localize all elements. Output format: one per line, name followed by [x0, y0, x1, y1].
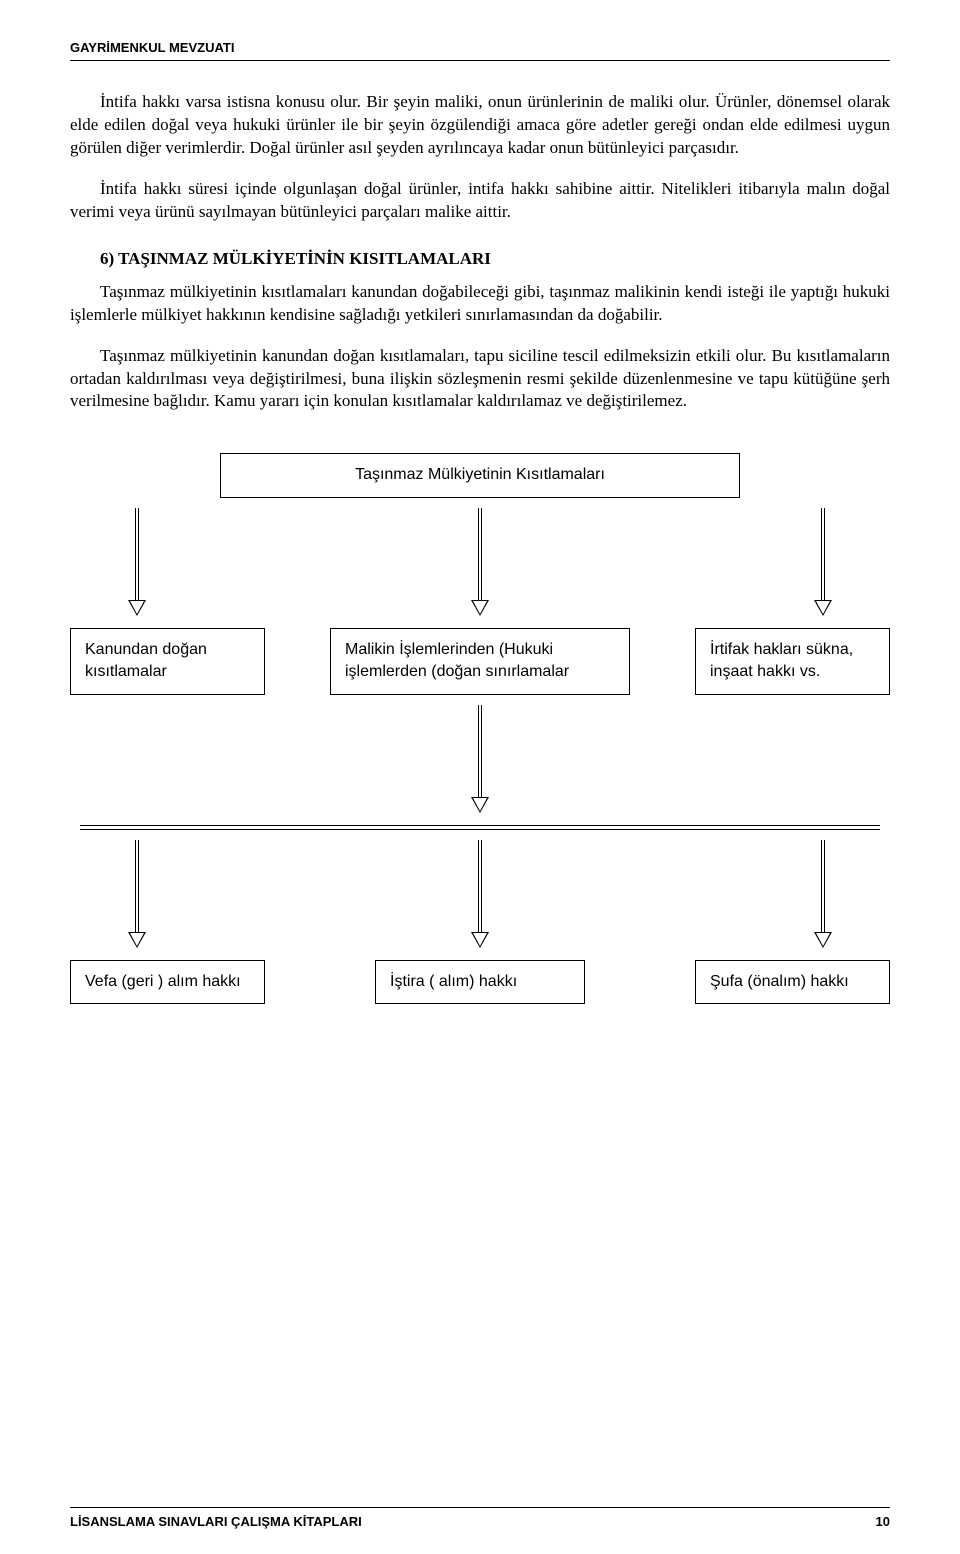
flowchart-box-kanundan: Kanundan doğan kısıtlamalar — [70, 628, 265, 695]
flowchart-box-sufa: Şufa (önalım) hakkı — [695, 960, 890, 1004]
flowchart-box-irtifak: İrtifak hakları sükna, inşaat hakkı vs. — [695, 628, 890, 695]
footer-left-text: LİSANSLAMA SINAVLARI ÇALIŞMA KİTAPLARI — [70, 1514, 362, 1529]
flowchart: Taşınmaz Mülkiyetinin Kısıtlamaları Kanu… — [70, 453, 890, 1004]
paragraph-3: Taşınmaz mülkiyetinin kısıtlamaları kanu… — [70, 281, 890, 327]
page: GAYRİMENKUL MEVZUATI İntifa hakkı varsa … — [0, 0, 960, 1554]
arrow-down-icon — [473, 508, 487, 618]
flowchart-row-2: Vefa (geri ) alım hakkı İştira ( alım) h… — [70, 960, 890, 1004]
flowchart-box-malikin: Malikin İşlemlerinden (Hukuki işlemlerde… — [330, 628, 630, 695]
arrow-row-1 — [70, 498, 890, 628]
header-divider — [70, 60, 890, 61]
arrow-down-icon — [816, 840, 830, 950]
paragraph-2: İntifa hakkı süresi içinde olgunlaşan do… — [70, 178, 890, 224]
arrow-down-icon — [130, 508, 144, 618]
arrow-down-icon — [473, 705, 487, 815]
footer-divider — [70, 1507, 890, 1508]
page-footer: LİSANSLAMA SINAVLARI ÇALIŞMA KİTAPLARI 1… — [70, 1507, 890, 1529]
arrow-row-2 — [70, 695, 890, 825]
arrow-row-3 — [70, 830, 890, 960]
arrow-down-icon — [473, 840, 487, 950]
flowchart-row-1: Kanundan doğan kısıtlamalar Malikin İşle… — [70, 628, 890, 695]
section-heading: 6) TAŞINMAZ MÜLKİYETİNİN KISITLAMALARI — [100, 249, 890, 269]
flowchart-box-istira: İştira ( alım) hakkı — [375, 960, 585, 1004]
paragraph-1: İntifa hakkı varsa istisna konusu olur. … — [70, 91, 890, 160]
arrow-down-icon — [130, 840, 144, 950]
page-header-title: GAYRİMENKUL MEVZUATI — [70, 40, 890, 55]
page-number: 10 — [876, 1514, 890, 1529]
arrow-down-icon — [816, 508, 830, 618]
flowchart-top-box: Taşınmaz Mülkiyetinin Kısıtlamaları — [220, 453, 740, 497]
paragraph-4: Taşınmaz mülkiyetinin kanundan doğan kıs… — [70, 345, 890, 414]
flowchart-box-vefa: Vefa (geri ) alım hakkı — [70, 960, 265, 1004]
